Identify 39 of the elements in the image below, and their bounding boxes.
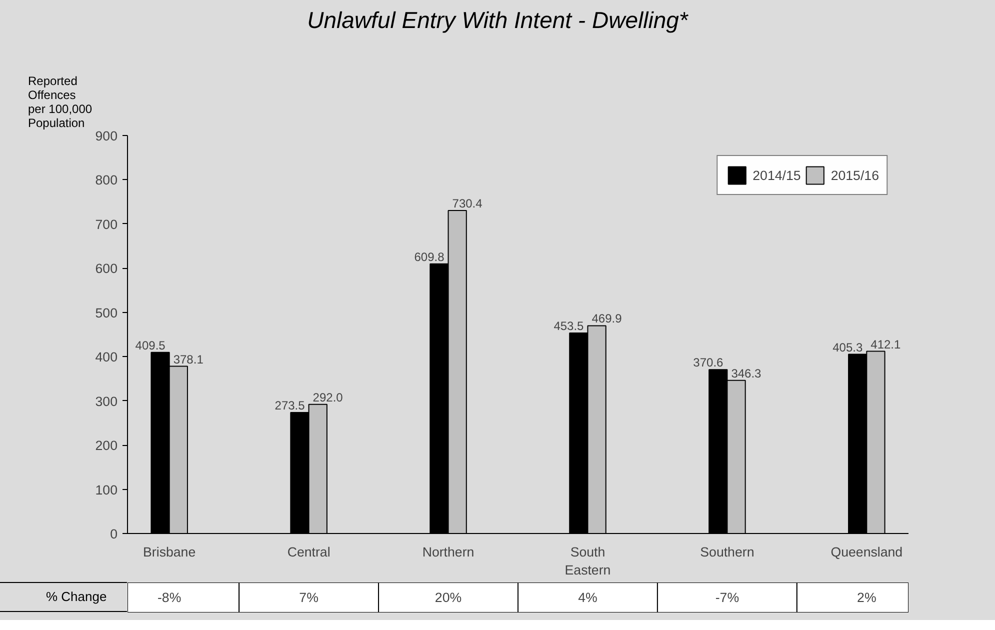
y-tick-label: 200	[95, 438, 118, 454]
text: 409.5	[135, 338, 166, 352]
x-tick-label: Brisbane	[143, 544, 196, 560]
text: 7%	[299, 590, 319, 605]
text: 20%	[434, 590, 462, 605]
chart-title: Unlawful Entry With Intent - Dwelling*	[307, 6, 688, 35]
y-tick-label: 300	[95, 394, 118, 409]
x-tick-label: Southern	[700, 544, 754, 560]
text: 730.4	[452, 196, 482, 210]
legend-label: 2014/15	[752, 168, 801, 182]
text: 453.5	[554, 318, 584, 333]
y-tick-label: 0	[110, 526, 118, 542]
y-tick-label: 600	[95, 261, 118, 276]
text: 412.1	[870, 337, 901, 352]
y-tick-label: 900	[95, 128, 118, 144]
text: -7%	[715, 590, 740, 605]
x-tick-label: South Eastern	[564, 544, 611, 578]
text: 292.0	[312, 390, 343, 404]
text: -8%	[157, 590, 182, 605]
y-tick-label: 700	[95, 216, 118, 232]
text: 378.1	[173, 352, 204, 366]
y-tick-label: 400	[95, 350, 118, 365]
text: 405.3	[832, 340, 863, 354]
y-tick-label: 100	[95, 482, 118, 498]
text: 370.6	[693, 356, 724, 370]
text: 346.3	[731, 366, 762, 380]
y-tick-label: 800	[95, 172, 118, 188]
text: 609.8	[414, 250, 444, 264]
text: 2%	[857, 590, 876, 605]
legend-label: 2015/16	[830, 168, 879, 182]
x-tick-label: Northern	[422, 544, 474, 560]
text: 4%	[578, 590, 598, 605]
text: 469.9	[592, 312, 622, 326]
y-axis-title: Reported Offences per 100,000 Population	[28, 74, 92, 130]
y-tick-label: 500	[95, 305, 118, 320]
text: 273.5	[274, 398, 305, 413]
text: % Change	[46, 588, 107, 606]
x-tick-label: Central	[287, 544, 330, 560]
x-tick-label: Queensland	[830, 544, 903, 560]
